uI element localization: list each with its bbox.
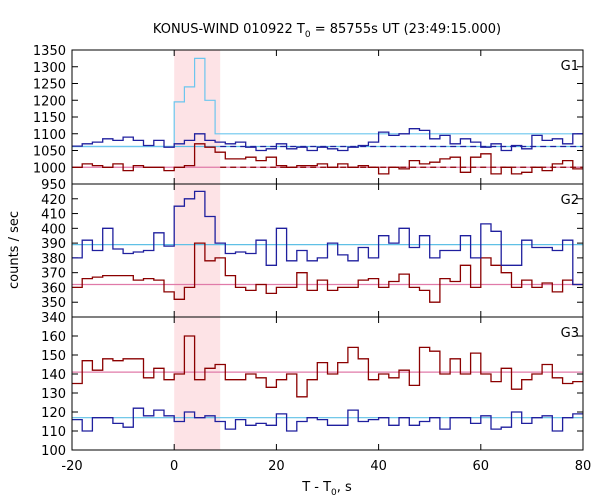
y-tick-label-g1: 1000: [33, 161, 66, 176]
series-high-g1: [72, 143, 583, 175]
y-tick-label-g3: 150: [41, 349, 66, 364]
x-tick-label: 20: [268, 459, 285, 474]
series-high-g2: [72, 242, 583, 303]
y-tick-label-g2: 360: [41, 281, 66, 296]
y-tick-label-g1: 1250: [33, 78, 66, 93]
panel-name-g2: G2: [561, 193, 579, 208]
y-tick-label-g2: 400: [41, 222, 66, 237]
x-tick-label: -20: [61, 459, 82, 474]
y-tick-label-g2: 390: [41, 237, 66, 252]
y-tick-label-g3: 140: [41, 368, 66, 383]
series-low-g3: [72, 407, 583, 432]
y-tick-label-g1: 1300: [33, 61, 66, 76]
peak-trace-g1: [72, 57, 583, 148]
y-axis-label: counts / sec: [7, 211, 22, 289]
y-tick-label-g2: 420: [41, 193, 66, 208]
panel-name-g1: G1: [561, 59, 579, 74]
y-tick-label-g2: 370: [41, 267, 66, 282]
x-tick-label: 40: [370, 459, 387, 474]
y-tick-label-g3: 120: [41, 406, 66, 421]
x-tick-label: 0: [170, 459, 178, 474]
y-tick-label-g2: 380: [41, 252, 66, 267]
plot-layer: 95010001050110011501200125013001350G1340…: [33, 44, 591, 474]
panel-g3: 100 110 120 130 140 150 160 G3: [41, 316, 584, 459]
y-tick-label-g1: 1200: [33, 94, 66, 109]
chart-title: KONUS-WIND 010922 T0 = 85755s UT (23:49:…: [153, 22, 501, 40]
y-tick-label-g2: 410: [41, 208, 66, 223]
series-high-g3: [72, 335, 583, 398]
x-tick-label: 80: [575, 459, 592, 474]
panel-frame-g3: [71, 316, 584, 451]
x-tick-label: 60: [473, 459, 490, 474]
y-tick-label-g1: 950: [41, 178, 66, 193]
y-tick-label-g3: 130: [41, 387, 66, 402]
burst-interval-highlight: [174, 50, 221, 450]
series-low-g2: [72, 190, 583, 286]
panel-name-g3: G3: [561, 326, 579, 341]
y-tick-label-g2: 350: [41, 296, 66, 311]
y-tick-label-g1: 1100: [33, 128, 66, 143]
y-tick-label-g3: 100: [41, 444, 66, 459]
y-tick-label-g3: 160: [41, 330, 66, 345]
y-tick-label-g3: 110: [41, 425, 66, 440]
y-tick-label-g2: 340: [41, 311, 66, 326]
y-tick-label-g1: 1150: [33, 111, 66, 126]
series-low-g1: [72, 128, 583, 152]
y-tick-label-g1: 1050: [33, 145, 66, 160]
y-tick-label-g1: 1350: [33, 44, 66, 59]
x-axis-label: T - T0, s: [301, 480, 352, 498]
